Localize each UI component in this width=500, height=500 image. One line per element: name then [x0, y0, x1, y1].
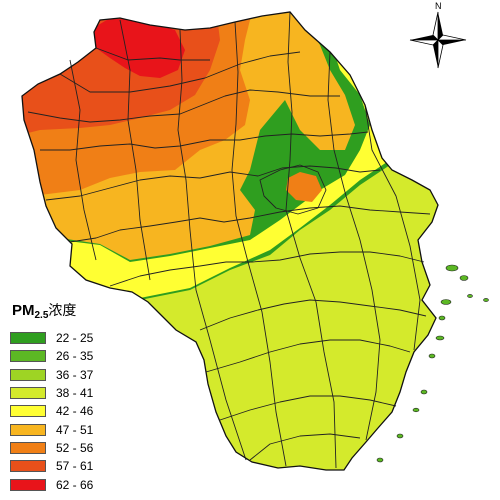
legend-swatch: [10, 405, 46, 418]
legend-title-main: PM: [12, 302, 35, 319]
legend-item: 52 - 56: [10, 439, 160, 457]
legend-swatch: [10, 423, 46, 436]
north-arrow-icon: N: [409, 1, 467, 69]
north-label: N: [435, 1, 442, 11]
legend-label: 47 - 51: [56, 422, 94, 437]
legend-label: 38 - 41: [56, 386, 94, 401]
legend-item: 42 - 46: [10, 402, 160, 420]
region-outline: [21, 11, 439, 471]
legend-label: 62 - 66: [56, 477, 94, 492]
legend-title: PM2.5浓度: [12, 300, 160, 321]
legend-swatch: [10, 350, 46, 363]
legend: PM2.5浓度 22 - 25 26 - 35 36 - 37 38 - 41 42 -…: [10, 300, 160, 494]
legend-rows: 22 - 25 26 - 35 36 - 37 38 - 41 42 - 46 47 - …: [10, 329, 160, 494]
legend-item: 57 - 61: [10, 457, 160, 475]
legend-label: 52 - 56: [56, 440, 94, 455]
legend-swatch: [10, 478, 46, 491]
legend-label: 36 - 37: [56, 367, 94, 382]
legend-swatch: [10, 441, 46, 454]
boundary-lines: [27, 11, 431, 469]
legend-label: 22 - 25: [56, 331, 94, 346]
concentration-zone: [90, 18, 185, 78]
legend-item: 47 - 51: [10, 420, 160, 438]
legend-title-subscript: 2.5: [34, 310, 49, 321]
legend-label: 57 - 61: [56, 459, 94, 474]
legend-item: 62 - 66: [10, 475, 160, 493]
legend-title-unit: 浓度: [48, 303, 77, 319]
legend-label: 42 - 46: [56, 404, 94, 419]
legend-label: 26 - 35: [56, 349, 94, 364]
coastal-islands: [376, 264, 489, 463]
concentration-zone: [286, 172, 322, 202]
legend-item: 22 - 25: [10, 329, 160, 347]
legend-item: 38 - 41: [10, 384, 160, 402]
legend-swatch: [10, 387, 46, 400]
legend-swatch: [10, 460, 46, 473]
legend-item: 36 - 37: [10, 366, 160, 384]
legend-item: 26 - 35: [10, 347, 160, 365]
legend-swatch: [10, 368, 46, 381]
legend-swatch: [10, 332, 46, 345]
